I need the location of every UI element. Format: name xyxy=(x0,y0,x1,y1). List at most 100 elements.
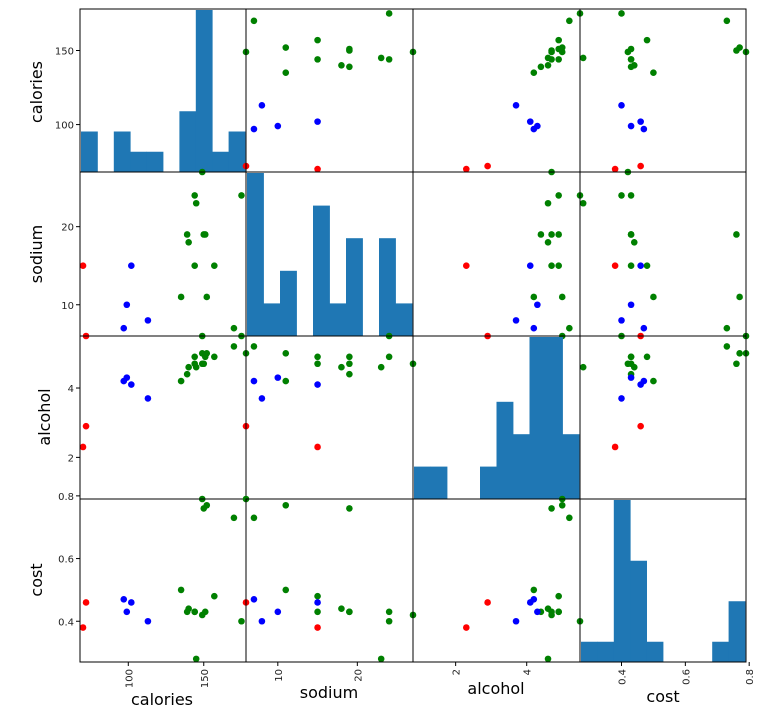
point-cost-vs-sodium-14 xyxy=(258,617,266,625)
point-cost-vs-sodium-9 xyxy=(346,505,353,512)
point-alcohol-vs-cost-5 xyxy=(579,363,587,371)
point-sodium-vs-alcohol-4 xyxy=(558,293,566,301)
point-alcohol-vs-calories-8 xyxy=(177,377,185,385)
point-calories-vs-alcohol-14 xyxy=(512,102,520,109)
point-calories-vs-cost-12 xyxy=(627,63,635,71)
point-cost-vs-alcohol-19 xyxy=(484,599,491,606)
hist-bar-sodium-8 xyxy=(379,238,396,336)
point-sodium-vs-alcohol-0 xyxy=(548,262,555,270)
point-sodium-vs-alcohol-15 xyxy=(534,301,541,309)
point-alcohol-vs-sodium-15 xyxy=(274,374,282,381)
point-alcohol-vs-sodium-17 xyxy=(250,377,258,385)
point-calories-vs-sodium-11 xyxy=(338,62,345,69)
point-sodium-vs-calories-2 xyxy=(211,262,218,270)
panel-frame xyxy=(245,498,414,663)
hist-bar-alcohol-7 xyxy=(529,337,547,499)
point-cost-vs-alcohol-3 xyxy=(566,514,573,522)
point-alcohol-vs-calories-17 xyxy=(120,377,128,385)
hist-bar-calories-3 xyxy=(130,151,147,172)
point-calories-vs-sodium-15 xyxy=(274,122,282,130)
point-sodium-vs-cost-6 xyxy=(618,192,625,199)
point-calories-vs-sodium-8 xyxy=(282,69,290,77)
point-alcohol-vs-sodium-2 xyxy=(314,353,321,361)
x-tick-label-cost-0: 0.4 xyxy=(618,669,629,685)
y-tick-label-calories-1: 150 xyxy=(55,46,74,57)
point-cost-vs-calories-15 xyxy=(123,608,131,616)
point-sodium-vs-calories-3 xyxy=(230,324,238,332)
point-calories-vs-alcohol-17 xyxy=(530,125,538,133)
point-alcohol-vs-sodium-13 xyxy=(385,353,393,361)
y-axis-label-calories: calories xyxy=(27,61,46,123)
point-calories-vs-cost-2 xyxy=(643,36,651,44)
point-calories-vs-sodium-9 xyxy=(346,47,353,54)
point-calories-vs-sodium-4 xyxy=(282,44,290,51)
point-sodium-vs-cost-4 xyxy=(736,293,743,301)
hist-bar-cost-9 xyxy=(728,601,746,662)
hist-bar-alcohol-5 xyxy=(496,401,514,499)
point-sodium-vs-calories-18 xyxy=(79,262,87,270)
point-alcohol-vs-sodium-3 xyxy=(250,343,258,350)
hist-bar-cost-2 xyxy=(613,500,631,662)
hist-bar-cost-0 xyxy=(581,641,598,662)
point-sodium-vs-calories-17 xyxy=(120,324,128,332)
hist-bar-cost-4 xyxy=(646,641,664,662)
hist-bar-cost-3 xyxy=(630,560,647,662)
point-cost-vs-alcohol-4 xyxy=(558,501,566,509)
point-sodium-vs-cost-18 xyxy=(611,262,619,270)
point-alcohol-vs-sodium-0 xyxy=(314,360,321,368)
point-sodium-vs-alcohol-18 xyxy=(463,262,470,270)
point-alcohol-vs-calories-12 xyxy=(183,370,191,378)
y-tick-label-cost-2: 0.8 xyxy=(58,492,74,503)
point-alcohol-vs-cost-3 xyxy=(723,343,731,350)
point-calories-vs-alcohol-2 xyxy=(555,36,562,44)
point-sodium-vs-calories-9 xyxy=(200,231,208,238)
x-tick-label-cost-2: 0.8 xyxy=(745,669,756,685)
point-sodium-vs-calories-8 xyxy=(177,293,185,301)
hist-bar-sodium-5 xyxy=(329,303,347,336)
panel-frame xyxy=(79,335,247,500)
x-axis-label-alcohol: alcohol xyxy=(467,679,524,698)
point-sodium-vs-calories-11 xyxy=(185,238,192,246)
point-calories-vs-sodium-14 xyxy=(258,102,266,109)
point-alcohol-vs-calories-3 xyxy=(230,343,238,350)
point-calories-vs-alcohol-11 xyxy=(544,62,552,69)
hist-bar-alcohol-8 xyxy=(546,337,563,499)
panel-frame xyxy=(79,8,247,173)
point-sodium-vs-cost-3 xyxy=(723,324,731,332)
point-calories-vs-cost-3 xyxy=(723,17,731,25)
panel-frame xyxy=(79,498,247,663)
point-alcohol-vs-sodium-11 xyxy=(338,363,345,371)
point-alcohol-vs-calories-19 xyxy=(82,422,90,430)
point-calories-vs-sodium-17 xyxy=(250,125,258,133)
panel-calories-vs-alcohol xyxy=(412,8,584,173)
point-calories-vs-alcohol-3 xyxy=(566,17,573,25)
point-sodium-vs-cost-15 xyxy=(627,301,635,309)
panel-alcohol-vs-cost xyxy=(579,332,750,500)
point-cost-vs-sodium-2 xyxy=(314,592,321,600)
point-calories-vs-cost-19 xyxy=(637,162,644,170)
hist-bar-sodium-4 xyxy=(313,205,330,336)
point-cost-vs-sodium-5 xyxy=(377,655,385,663)
point-sodium-vs-cost-8 xyxy=(650,293,657,301)
point-sodium-vs-cost-16 xyxy=(637,262,644,270)
panel-cost-vs-calories xyxy=(79,495,247,663)
point-alcohol-vs-cost-9 xyxy=(733,360,740,368)
point-cost-vs-alcohol-14 xyxy=(512,617,520,625)
hist-bar-calories-6 xyxy=(179,111,197,172)
point-cost-vs-alcohol-8 xyxy=(530,586,538,594)
point-sodium-vs-alcohol-12 xyxy=(537,231,545,238)
point-alcohol-vs-cost-8 xyxy=(650,377,657,385)
point-cost-vs-calories-14 xyxy=(144,617,152,625)
hist-bar-cost-8 xyxy=(712,641,729,662)
point-sodium-vs-alcohol-1 xyxy=(555,231,562,238)
panel-cost-vs-cost xyxy=(579,498,747,663)
point-cost-vs-alcohol-2 xyxy=(555,592,562,600)
point-alcohol-vs-sodium-14 xyxy=(258,395,266,402)
x-tick-label-calories-0: 100 xyxy=(124,669,135,688)
hist-bar-calories-8 xyxy=(212,151,229,172)
panel-sodium-vs-sodium xyxy=(245,171,414,337)
point-calories-vs-sodium-5 xyxy=(377,54,385,62)
point-cost-vs-alcohol-11 xyxy=(544,605,552,613)
point-calories-vs-alcohol-18 xyxy=(463,165,470,173)
point-cost-vs-calories-5 xyxy=(192,655,200,663)
